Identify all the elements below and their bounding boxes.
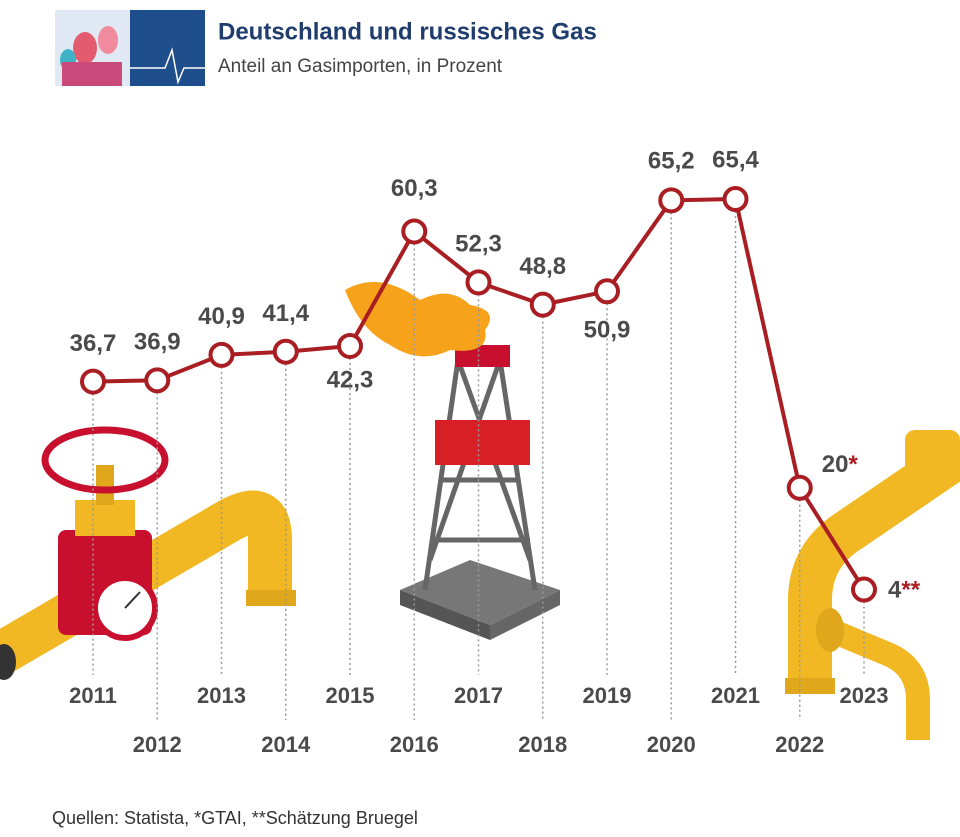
illustrations — [0, 282, 960, 740]
x-tick-label: 2011 — [69, 683, 117, 708]
data-label: 4** — [888, 577, 921, 604]
data-point — [658, 187, 685, 214]
data-label: 48,8 — [519, 253, 566, 280]
x-tick-label: 2013 — [197, 683, 246, 708]
header-icon — [55, 10, 205, 86]
data-label: 41,4 — [262, 300, 309, 327]
data-label: 50,9 — [584, 317, 631, 344]
data-point — [401, 218, 428, 245]
data-point — [722, 186, 749, 213]
data-point — [272, 338, 299, 365]
data-point — [529, 291, 556, 318]
data-label: 65,4 — [712, 146, 759, 173]
data-point — [786, 474, 813, 501]
data-label: 36,9 — [134, 329, 181, 356]
data-point — [80, 368, 106, 395]
x-tick-label: 2023 — [840, 683, 889, 708]
x-tick-label: 2022 — [775, 732, 824, 757]
data-point — [337, 332, 363, 359]
data-label: 65,2 — [648, 148, 695, 175]
data-point — [465, 269, 492, 296]
data-label: 36,7 — [70, 330, 117, 357]
source-note: Quellen: Statista, *GTAI, **Schätzung Br… — [52, 808, 418, 828]
data-point — [208, 341, 235, 368]
chart-subtitle: Anteil an Gasimporten, in Prozent — [218, 56, 503, 77]
x-tick-label: 2018 — [518, 732, 567, 757]
x-tick-label: 2021 — [711, 683, 760, 708]
data-point — [144, 367, 171, 394]
data-label: 52,3 — [455, 231, 502, 258]
x-tick-label: 2015 — [326, 683, 375, 708]
x-tick-label: 2019 — [583, 683, 632, 708]
data-point — [851, 576, 877, 603]
data-label: 40,9 — [198, 303, 245, 330]
data-point — [594, 278, 620, 305]
data-label: 60,3 — [391, 175, 438, 202]
x-tick-label: 2016 — [390, 732, 439, 757]
data-label: 20* — [822, 451, 859, 478]
x-tick-label: 2017 — [454, 683, 503, 708]
chart-title: Deutschland und russisches Gas — [218, 18, 597, 45]
x-tick-label: 2012 — [133, 732, 182, 757]
x-tick-label: 2020 — [647, 732, 696, 757]
x-tick-label: 2014 — [261, 732, 311, 757]
data-label: 42,3 — [327, 366, 374, 393]
